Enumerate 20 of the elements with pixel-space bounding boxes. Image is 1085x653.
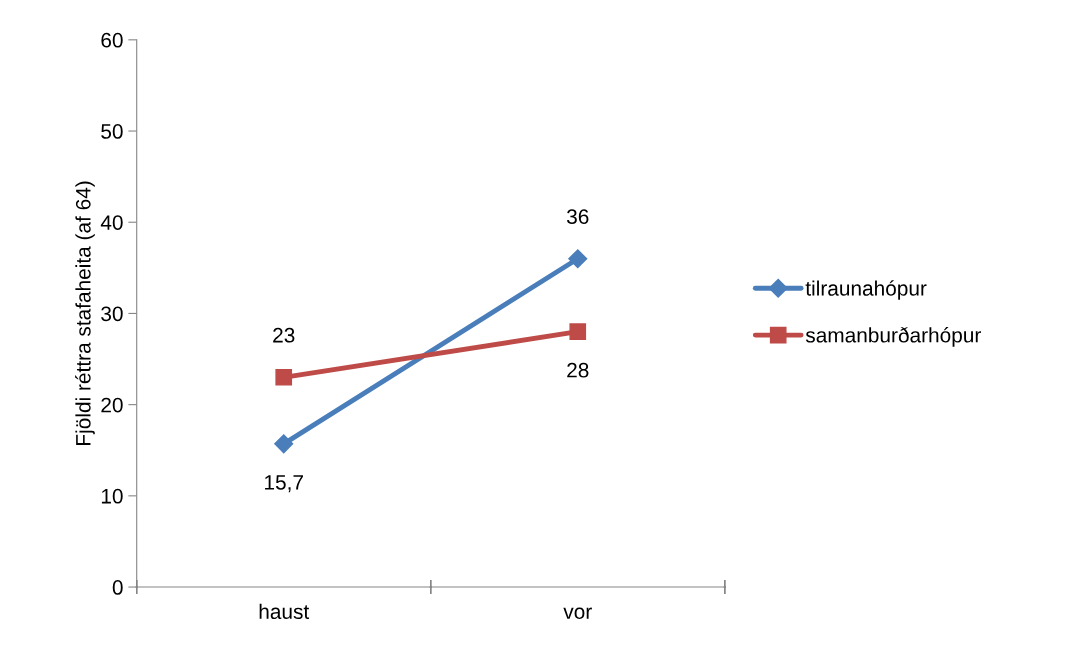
y-tick-label: 10 [101,488,123,504]
data-label: 28 [567,362,589,378]
data-label: 36 [566,209,589,225]
data-label: 15,7 [265,475,303,493]
data-label: 23 [273,327,295,343]
y-tick-label: 50 [101,124,123,139]
x-tick-label: vor [563,607,592,620]
point [569,323,587,341]
y-tick-label: 40 [100,215,123,230]
y-tick-label: 60 [101,32,123,48]
y-tick-label: 30 [101,306,123,322]
point [568,249,588,269]
point [275,368,293,386]
y-tick-label: 20 [101,397,123,413]
point [274,434,294,454]
x-tick-label: haust [259,603,310,620]
y-tick-label: 0 [112,580,123,595]
legend-label: samanburðarhópur [805,326,981,347]
y-axis-title: Fjöldi réttra stafaheita (af 64) [75,181,95,445]
legend-label: tilraunahópur [805,280,927,300]
